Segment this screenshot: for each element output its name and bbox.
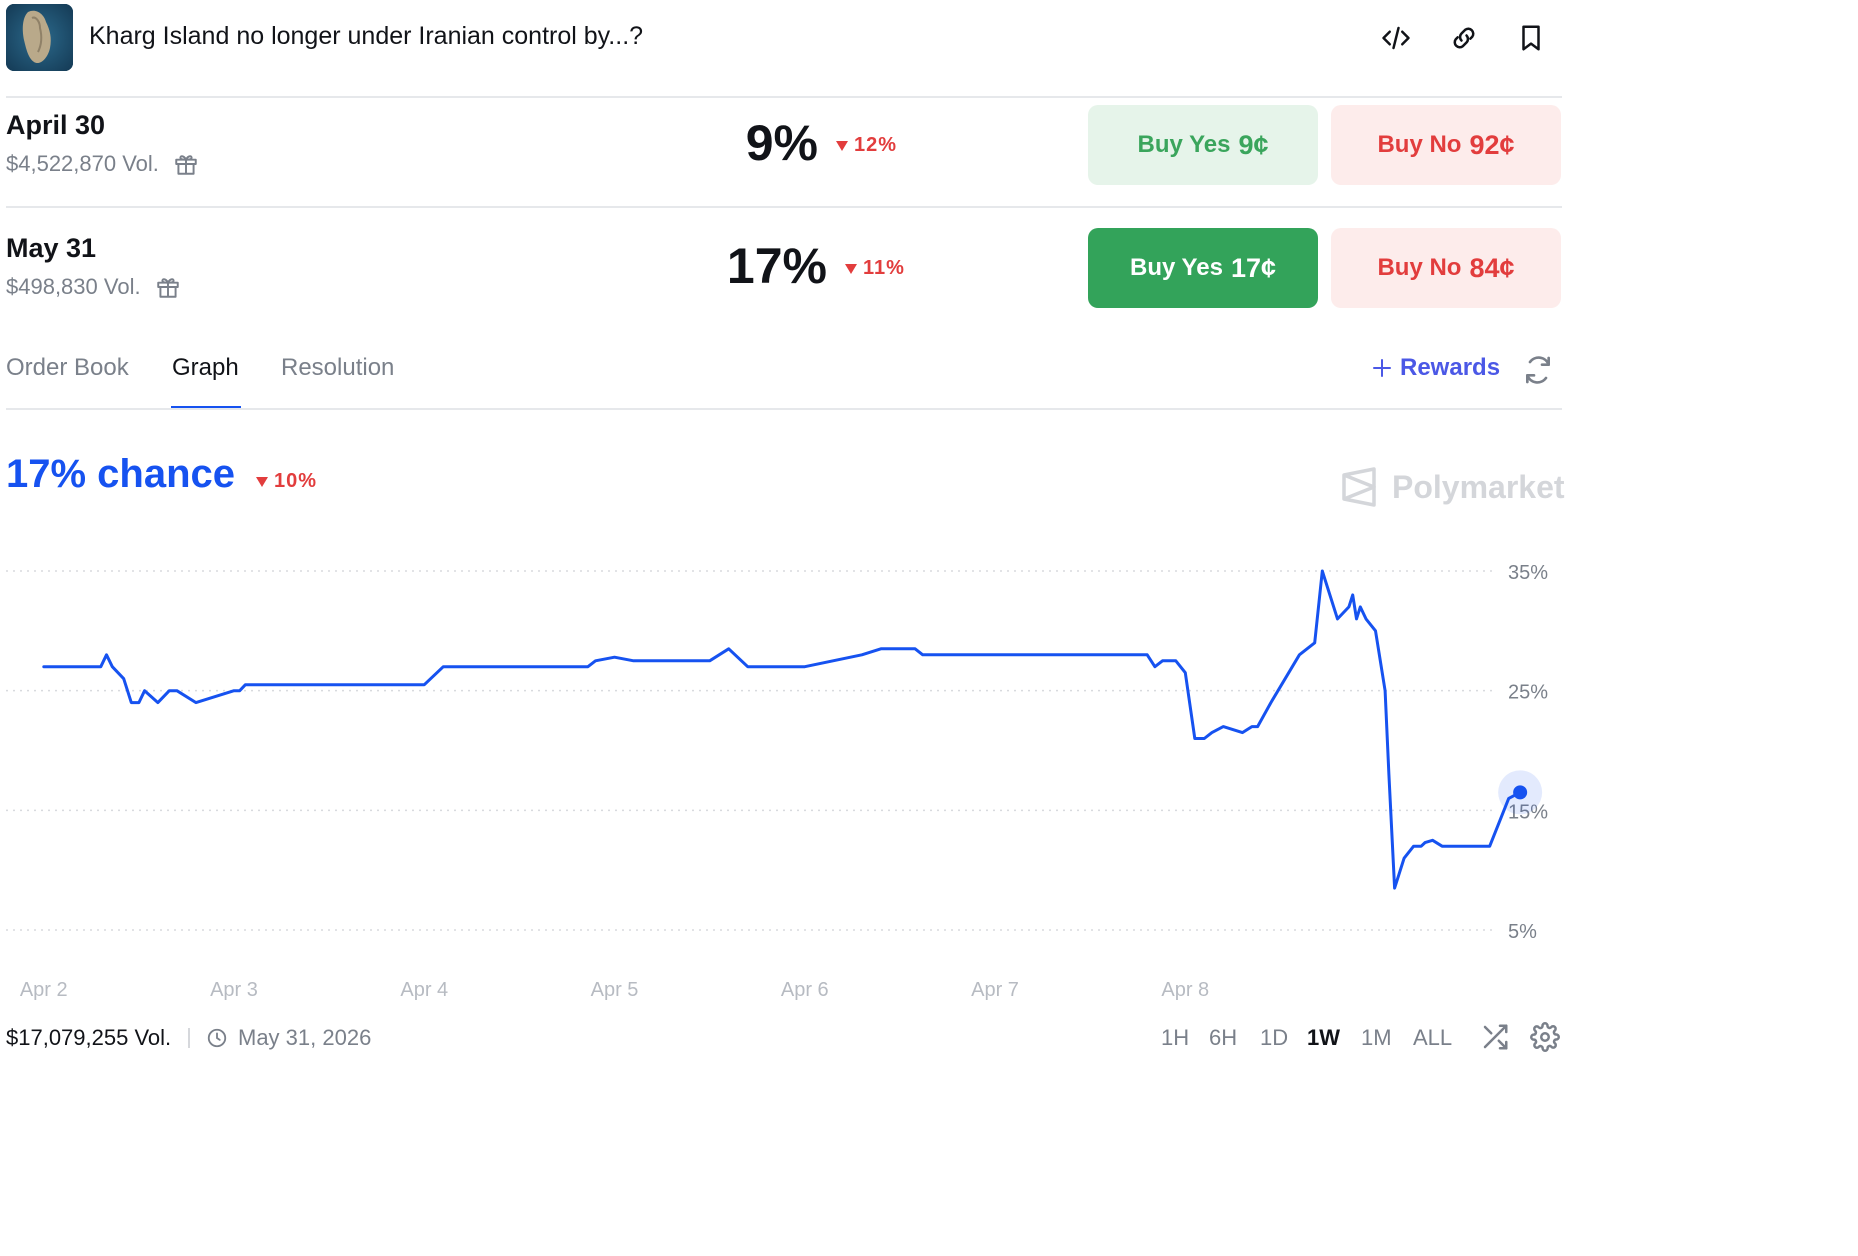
x-tick-label: Apr 2 (20, 979, 68, 1001)
gift-icon[interactable] (155, 274, 181, 300)
outcome-volume: $498,830 Vol. (6, 274, 181, 300)
plus-icon (1373, 359, 1391, 377)
outcome-volume: $4,522,870 Vol. (6, 151, 199, 177)
down-triangle-icon (256, 476, 268, 487)
outcome-change-value: 12% (854, 134, 898, 156)
price-chart[interactable]: 5% 15% 25% 35% Apr 2 Apr 3 Apr 4 Apr 5 Apr 6 Apr … (0, 540, 1562, 1010)
down-triangle-icon (836, 140, 848, 151)
x-tick-label: Apr 5 (591, 979, 639, 1001)
refresh-icon[interactable] (1522, 354, 1554, 386)
buy-yes-button[interactable]: Buy Yes 17¢ (1088, 228, 1318, 308)
range-6h[interactable]: 6H (1209, 1025, 1238, 1050)
y-tick-label: 35% (1508, 562, 1548, 584)
shuffle-icon[interactable] (1480, 1022, 1510, 1052)
rewards-button[interactable]: Rewards (1372, 354, 1500, 382)
range-1m[interactable]: 1M (1361, 1025, 1392, 1050)
buy-yes-price: 9¢ (1238, 129, 1269, 160)
range-1w[interactable]: 1W (1307, 1025, 1340, 1050)
outcome-change-value: 11% (863, 257, 905, 279)
outcome-name: April 30 (6, 110, 106, 140)
buy-yes-label: Buy Yes (1137, 131, 1231, 158)
chance-change-value: 10% (274, 470, 318, 492)
x-tick-label: Apr 3 (210, 979, 258, 1001)
buy-no-button[interactable]: Buy No 92¢ (1331, 105, 1561, 185)
buy-yes-button[interactable]: Buy Yes 9¢ (1088, 105, 1318, 185)
x-tick-label: Apr 4 (400, 979, 448, 1001)
tab-resolution[interactable]: Resolution (281, 354, 395, 381)
link-icon[interactable] (1446, 20, 1482, 56)
brand-name: Polymarket (1392, 468, 1565, 505)
y-tick-label: 15% (1508, 801, 1548, 823)
active-tab-indicator (171, 406, 241, 409)
range-1h[interactable]: 1H (1161, 1025, 1190, 1050)
outcome-change: 11% (845, 257, 905, 280)
range-all[interactable]: ALL (1413, 1025, 1453, 1050)
polymarket-watermark: Polymarket (1340, 467, 1565, 507)
settings-gear-icon[interactable] (1530, 1022, 1560, 1052)
tab-order-book[interactable]: Order Book (6, 354, 129, 381)
last-point (1513, 785, 1528, 800)
header-divider (6, 96, 1562, 98)
buy-no-price: 92¢ (1469, 129, 1515, 160)
total-volume: $17,079,255 Vol. (6, 1025, 172, 1050)
end-date: May 31, 2026 (206, 1025, 371, 1051)
series-line (42, 569, 1522, 890)
rewards-label: Rewards (1400, 354, 1501, 381)
x-tick-label: Apr 6 (781, 979, 829, 1001)
range-1d[interactable]: 1D (1260, 1025, 1289, 1050)
gift-icon[interactable] (173, 151, 199, 177)
row-divider (6, 206, 1562, 208)
chance-change: 10% (256, 470, 317, 493)
buy-no-label: Buy No (1377, 131, 1462, 158)
clock-icon (207, 1028, 227, 1048)
bookmark-icon[interactable] (1513, 20, 1549, 56)
footer-separator (188, 1028, 190, 1048)
x-tick-label: Apr 7 (971, 979, 1019, 1001)
polymarket-logo-icon (1342, 467, 1376, 507)
chance-value: 17% chance (6, 452, 236, 496)
outcome-volume-text: $4,522,870 Vol. (6, 151, 159, 176)
y-tick-label: 5% (1508, 921, 1537, 943)
outcome-name: May 31 (6, 233, 97, 263)
embed-icon[interactable] (1378, 20, 1414, 56)
tabs-divider (6, 408, 1562, 410)
down-triangle-icon (845, 263, 857, 274)
end-date-text: May 31, 2026 (238, 1025, 372, 1050)
buy-yes-price: 17¢ (1230, 252, 1276, 283)
market-thumbnail (6, 4, 73, 71)
buy-yes-label: Buy Yes (1129, 254, 1223, 281)
buy-no-button[interactable]: Buy No 84¢ (1331, 228, 1561, 308)
outcome-volume-text: $498,830 Vol. (6, 274, 141, 299)
tab-graph[interactable]: Graph (172, 354, 239, 381)
buy-no-label: Buy No (1377, 254, 1462, 281)
outcome-percent: 9% (745, 115, 818, 171)
market-title: Kharg Island no longer under Iranian con… (89, 22, 644, 50)
x-tick-label: Apr 8 (1161, 979, 1209, 1001)
outcome-percent: 17% (726, 238, 827, 294)
outcome-change: 12% (836, 134, 897, 157)
y-tick-label: 25% (1508, 682, 1548, 704)
buy-no-price: 84¢ (1469, 252, 1515, 283)
